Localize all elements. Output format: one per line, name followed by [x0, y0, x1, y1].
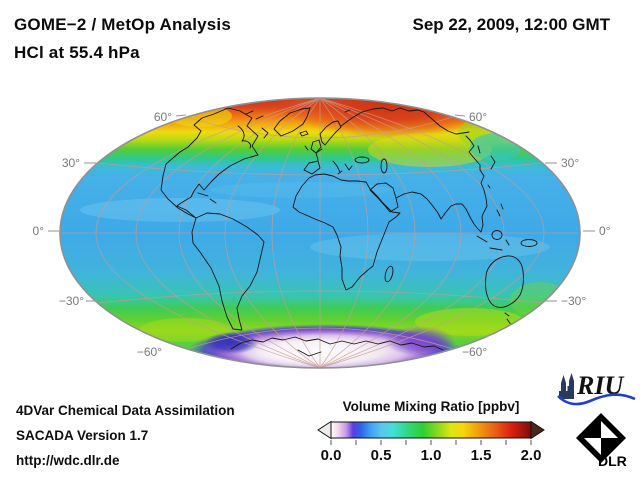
- colorbar-tick-0: 0.0: [320, 447, 342, 464]
- lat-label-left-60: 60°: [153, 110, 172, 124]
- dlr-logo-text: DLR: [598, 453, 627, 469]
- lat-label-right-0: 0°: [599, 224, 611, 238]
- lat-label-right--30: −30°: [561, 294, 587, 308]
- footer-assimilation-label: 4DVar Chemical Data Assimilation: [16, 403, 235, 418]
- colorbar-tick-4: 2.0: [520, 447, 542, 464]
- lat-label-left--60: −60°: [136, 345, 162, 359]
- lat-label-ticks: [48, 114, 595, 302]
- map-rim: [59, 97, 581, 369]
- plot-subtitle: HCl at 55.4 hPa: [14, 43, 140, 62]
- riu-cathedral-icon: [559, 373, 574, 399]
- colorbar-gradient-bar: [330, 421, 532, 439]
- lat-label-right--60: −60°: [462, 345, 488, 359]
- lat-label-right-30: 30°: [561, 156, 580, 170]
- coastlines: [160, 107, 538, 357]
- riu-wave-icon: [557, 393, 636, 406]
- footer-url-label: http://wdc.dlr.de: [16, 453, 120, 468]
- graticule: [60, 98, 580, 368]
- colorbar-minor-ticks: [330, 440, 532, 445]
- colorbar-title: Volume Mixing Ratio [ppbv]: [342, 399, 520, 414]
- footer-version-label: SACADA Version 1.7: [16, 428, 149, 443]
- plot-timestamp: Sep 22, 2009, 12:00 GMT: [412, 15, 611, 34]
- colorbar-tick-1: 0.5: [370, 447, 392, 464]
- riu-logo: RIU: [557, 371, 636, 406]
- colorbar-tick-3: 1.5: [470, 447, 492, 464]
- lat-label-right-60: 60°: [469, 110, 488, 124]
- colorbar-right-arrow: [530, 420, 545, 440]
- colorbar: [317, 420, 545, 445]
- colorbar-left-arrow: [317, 420, 332, 440]
- plot-title: GOME−2 / MetOp Analysis: [14, 15, 232, 34]
- colorbar-tick-2: 1.0: [420, 447, 442, 464]
- lat-label-left-0: 0°: [32, 224, 44, 238]
- lat-label-left-30: 30°: [61, 156, 80, 170]
- lat-label-left--30: −30°: [58, 294, 84, 308]
- dlr-logo: DLR: [576, 413, 627, 469]
